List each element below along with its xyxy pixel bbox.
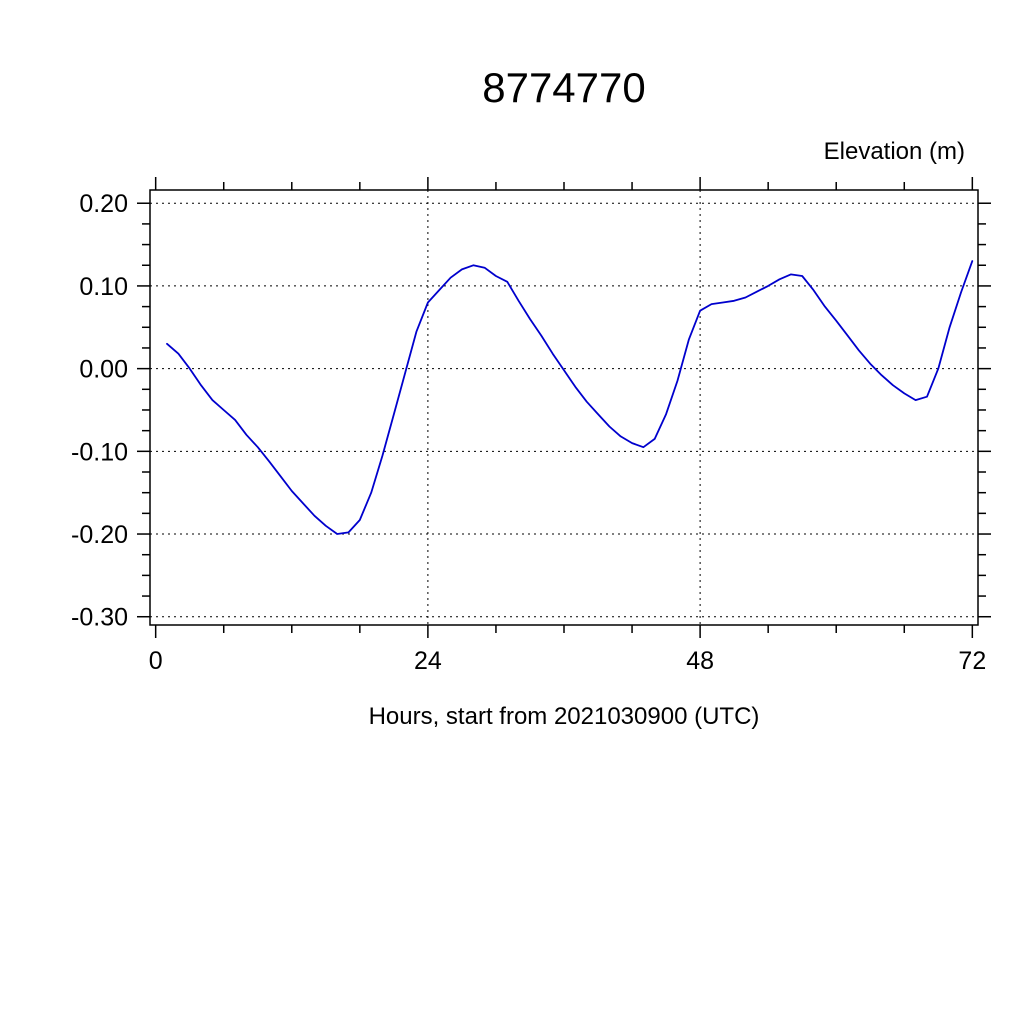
elevation-series-line — [166, 260, 974, 535]
y-tick-label: 0.20 — [79, 190, 128, 218]
y-unit-label: Elevation (m) — [823, 138, 965, 165]
y-tick-label: -0.20 — [71, 521, 128, 549]
y-tick-label: 0.00 — [79, 356, 128, 384]
chart-title: 8774770 — [482, 64, 646, 111]
y-tick-label: 0.10 — [79, 273, 128, 301]
x-axis-label: Hours, start from 2021030900 (UTC) — [368, 703, 760, 730]
x-tick-label: 48 — [686, 647, 714, 675]
y-tick-label: -0.30 — [71, 604, 128, 632]
x-tick-label: 24 — [414, 647, 442, 675]
x-tick-label: 72 — [958, 647, 986, 675]
x-tick-label: 0 — [149, 647, 163, 675]
y-tick-label: -0.10 — [71, 438, 128, 466]
plot-frame — [149, 189, 979, 626]
